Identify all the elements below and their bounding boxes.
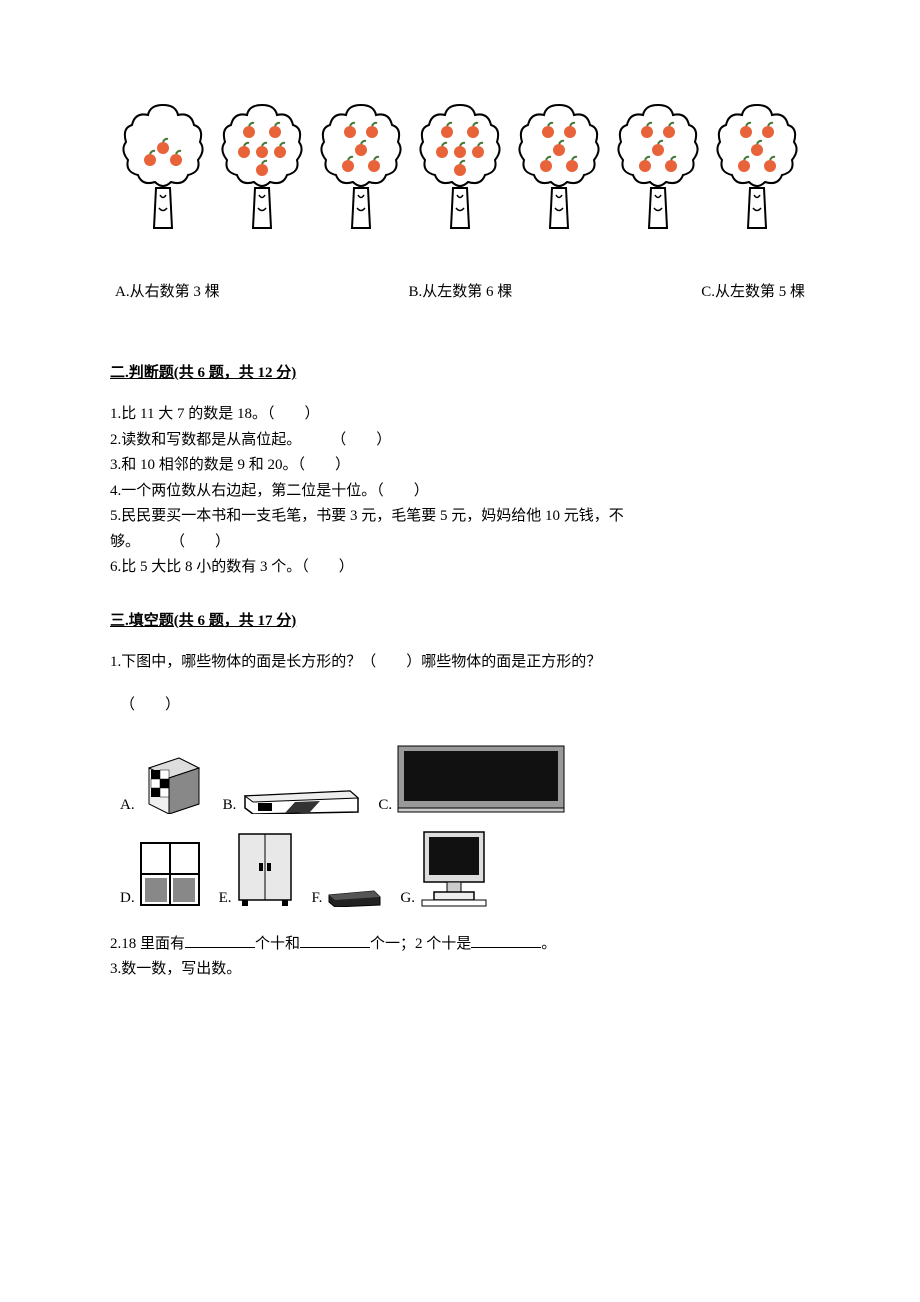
q2-pre: 2.18 里面有 xyxy=(110,936,185,952)
shape-f: F. xyxy=(312,889,383,907)
s3-q3: 3.数一数，写出数。 xyxy=(110,957,810,983)
shape-e: E. xyxy=(219,831,294,907)
blackboard-icon xyxy=(396,744,566,814)
option-c: C.从左数第 5 棵 xyxy=(701,280,805,301)
apple-tree xyxy=(120,100,206,230)
section3-header: 三.填空题(共 6 题，共 17 分) xyxy=(110,609,810,630)
s2-q5a: 5.民民要买一本书和一支毛笔，书要 3 元，毛笔要 5 元，妈妈给他 10 元钱… xyxy=(110,504,810,530)
blank-input[interactable] xyxy=(300,932,370,948)
label-d: D. xyxy=(120,890,135,907)
s2-q3: 3.和 10 相邻的数是 9 和 20。（ ） xyxy=(110,453,810,479)
s2-q5b: 够。 （ ） xyxy=(110,530,810,556)
s2-q2: 2.读数和写数都是从高位起。 （ ） xyxy=(110,428,810,454)
apple-tree xyxy=(219,100,305,230)
apple-tree xyxy=(417,100,503,230)
shape-b: B. xyxy=(223,788,361,814)
blank-input[interactable] xyxy=(471,932,541,948)
rubiks-cube-icon xyxy=(139,748,205,814)
shape-a: A. xyxy=(120,748,205,814)
eraser-icon xyxy=(326,889,382,907)
shape-d: D. xyxy=(120,841,201,907)
q2-end: 。 xyxy=(541,936,556,952)
apple-trees-row xyxy=(110,100,810,230)
blank-input[interactable] xyxy=(185,932,255,948)
apple-tree xyxy=(615,100,701,230)
s3-q2: 2.18 里面有 个十和 个一；2 个十是 。 xyxy=(110,932,810,958)
shapes-row-1: A. B. C. xyxy=(120,744,810,814)
label-f: F. xyxy=(312,890,323,907)
toothpaste-box-icon xyxy=(240,788,360,814)
computer-monitor-icon xyxy=(419,829,489,907)
q2-mid2: 个一；2 个十是 xyxy=(370,936,471,952)
label-e: E. xyxy=(219,890,232,907)
shape-g: G. xyxy=(400,829,489,907)
s3-q1: 1.下图中，哪些物体的面是长方形的？（ ）哪些物体的面是正方形的？ xyxy=(110,650,810,676)
s2-q6: 6.比 5 大比 8 小的数有 3 个。（ ） xyxy=(110,555,810,581)
label-a: A. xyxy=(120,797,135,814)
apple-tree xyxy=(714,100,800,230)
cabinet-icon xyxy=(236,831,294,907)
label-c: C. xyxy=(378,797,392,814)
shape-c: C. xyxy=(378,744,566,814)
q2-mid1: 个十和 xyxy=(255,936,300,952)
apple-tree xyxy=(318,100,404,230)
mcq-options: A.从右数第 3 棵 B.从左数第 6 棵 C.从左数第 5 棵 xyxy=(110,280,810,301)
worksheet-page: A.从右数第 3 棵 B.从左数第 6 棵 C.从左数第 5 棵 二.判断题(共… xyxy=(0,0,920,1043)
s2-q1: 1.比 11 大 7 的数是 18。（ ） xyxy=(110,402,810,428)
shapes-figure: A. B. C. xyxy=(110,744,810,907)
shapes-row-2: D. E. xyxy=(120,829,810,907)
s3-q1b: （ ） xyxy=(120,693,810,719)
window-icon xyxy=(139,841,201,907)
s2-q4: 4.一个两位数从右边起，第二位是十位。（ ） xyxy=(110,479,810,505)
apple-tree xyxy=(516,100,602,230)
option-a: A.从右数第 3 棵 xyxy=(115,280,220,301)
option-b: B.从左数第 6 棵 xyxy=(409,280,513,301)
label-g: G. xyxy=(400,890,415,907)
label-b: B. xyxy=(223,797,237,814)
section2-header: 二.判断题(共 6 题，共 12 分) xyxy=(110,361,810,382)
